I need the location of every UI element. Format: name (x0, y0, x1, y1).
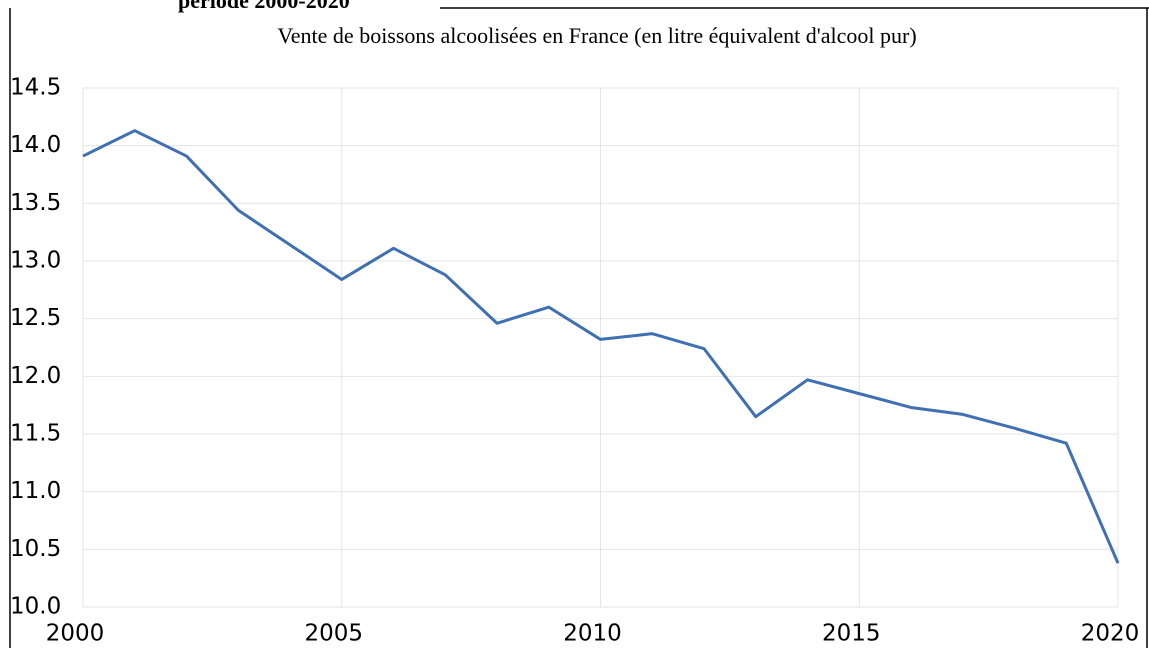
y-tick-label: 11.0 (10, 478, 61, 504)
y-tick-label: 13.0 (10, 248, 61, 274)
y-tick-label: 12.5 (10, 305, 61, 331)
y-tick-label: 10.5 (10, 536, 61, 562)
y-tick-label: 14.0 (10, 132, 61, 158)
y-tick-label: 10.0 (10, 594, 61, 620)
x-tick-label: 2010 (563, 621, 622, 647)
x-tick-label: 2000 (46, 621, 105, 647)
y-tick-label: 13.5 (10, 190, 61, 216)
data-line (82, 129, 1120, 564)
chart-title: période 2000-2020 (178, 0, 350, 13)
y-tick-label: 14.5 (10, 75, 61, 101)
x-tick-label: 2020 (1081, 621, 1140, 647)
x-tick-label: 2015 (822, 621, 881, 647)
y-tick-label: 11.5 (10, 421, 61, 447)
y-tick-label: 12.0 (10, 363, 61, 389)
x-tick-label: 2005 (304, 621, 363, 647)
chart-subtitle: Vente de boissons alcoolisées en France … (277, 23, 916, 48)
